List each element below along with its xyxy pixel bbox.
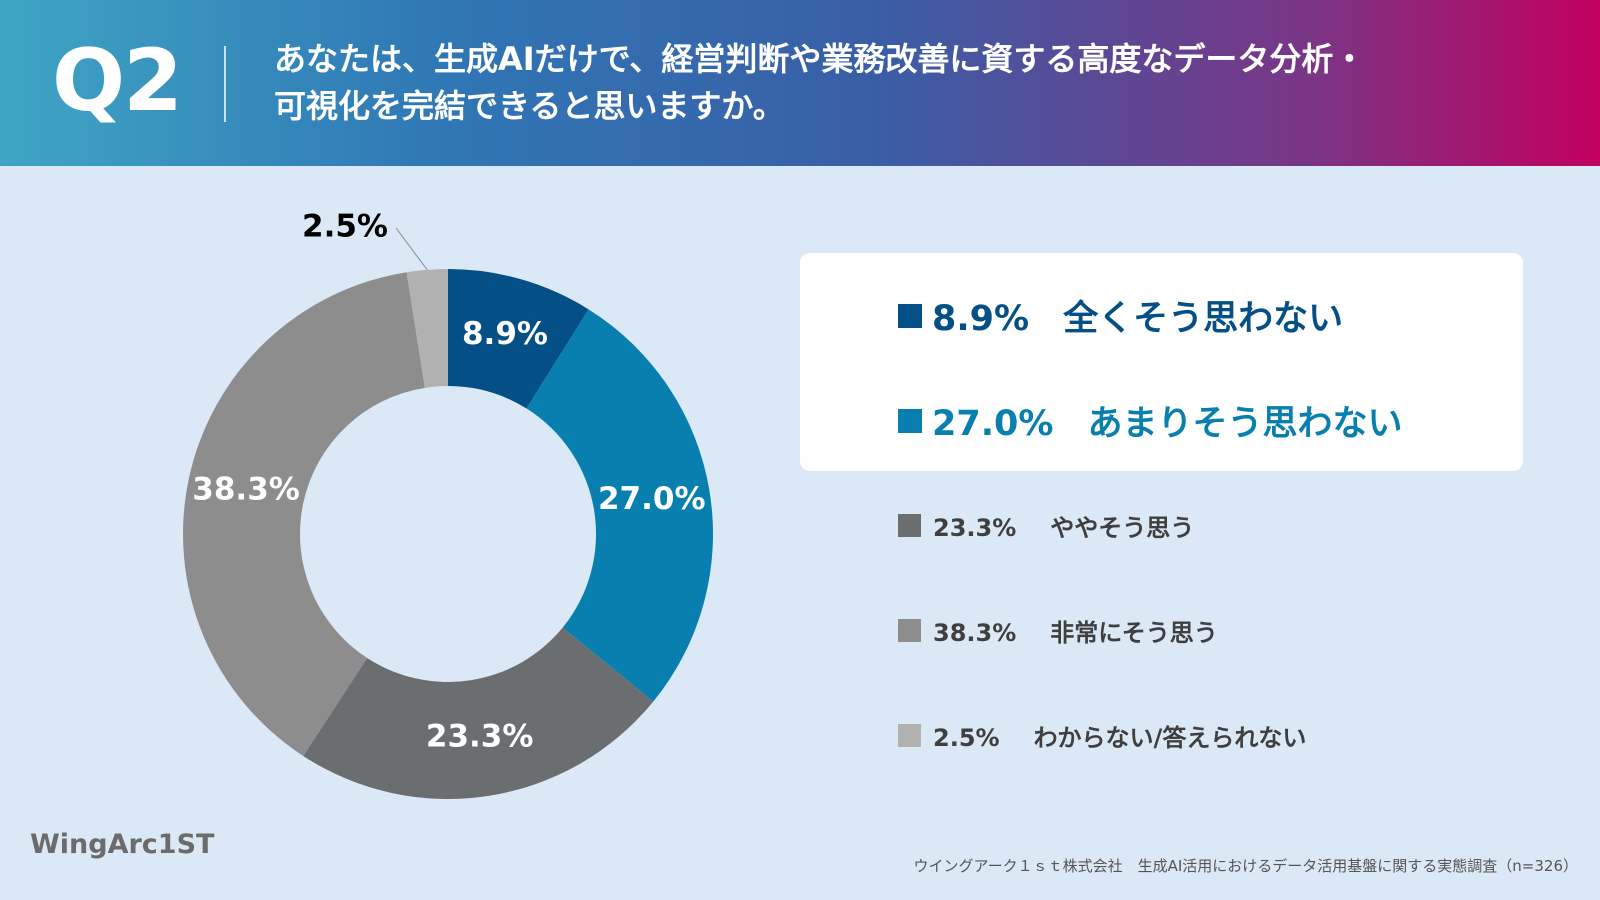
legend-item-somewhat-agree: 23.3% ややそう思う: [898, 508, 1194, 543]
slice-value-label: 2.5%: [302, 209, 388, 245]
legend-highlight-box: [800, 253, 1523, 471]
question-number: Q2: [52, 31, 183, 131]
slice-dont-know: [406, 269, 448, 388]
slice-disagree: [526, 309, 713, 702]
legend-value: 2.5%: [933, 724, 1000, 752]
legend-value: 23.3%: [933, 514, 1017, 542]
question-text: あなたは、生成AIだけで、経営判断や業務改善に資する高度なデータ分析・ 可視化を…: [274, 36, 1534, 130]
legend-swatch: [898, 619, 921, 642]
slice-value-label: 8.9%: [462, 316, 548, 352]
legend-label: あまりそう思わない: [1087, 404, 1403, 444]
leader-line: [395, 227, 428, 271]
legend-label: 全くそう思わない: [1063, 299, 1344, 339]
slice-strongly-disagree: [448, 269, 589, 409]
legend-swatch: [898, 514, 921, 537]
donut-chart: 8.9% 27.0% 23.3% 38.3% 2.5%: [183, 209, 713, 800]
slice-value-label: 38.3%: [192, 471, 300, 507]
legend-item-strongly-agree: 38.3% 非常にそう思う: [898, 613, 1218, 648]
slice-strongly-agree: [183, 272, 425, 756]
slice-somewhat-agree: [303, 627, 654, 800]
question-header: Q2 あなたは、生成AIだけで、経営判断や業務改善に資する高度なデータ分析・ 可…: [0, 0, 1600, 166]
slice-value-label: 27.0%: [598, 481, 706, 517]
wingarc-logo: WingArc1ST: [30, 829, 215, 860]
legend-item-disagree: 27.0% あまりそう思わない: [898, 395, 1402, 446]
legend-label: ややそう思う: [1050, 514, 1195, 542]
legend-value: 8.9%: [932, 299, 1030, 339]
question-line-1: あなたは、生成AIだけで、経営判断や業務改善に資する高度なデータ分析・: [274, 40, 1366, 78]
legend-swatch: [898, 724, 921, 747]
legend-label: 非常にそう思う: [1050, 619, 1218, 647]
slice-value-label: 23.3%: [426, 719, 534, 755]
legend-value: 27.0%: [932, 404, 1054, 444]
legend-item-dont-know: 2.5% わからない/答えられない: [898, 718, 1306, 753]
survey-source-note: ウイングアーク１ｓｔ株式会社 生成AI活用におけるデータ活用基盤に関する実態調査…: [913, 857, 1579, 875]
legend-swatch: [898, 303, 922, 328]
legend-swatch: [898, 408, 922, 433]
legend-value: 38.3%: [933, 619, 1017, 647]
header-divider: [224, 46, 226, 122]
legend-label: わからない/答えられない: [1033, 724, 1307, 752]
question-line-2: 可視化を完結できると思いますか。: [274, 87, 785, 125]
legend-item-strongly-disagree: 8.9% 全くそう思わない: [898, 290, 1343, 341]
